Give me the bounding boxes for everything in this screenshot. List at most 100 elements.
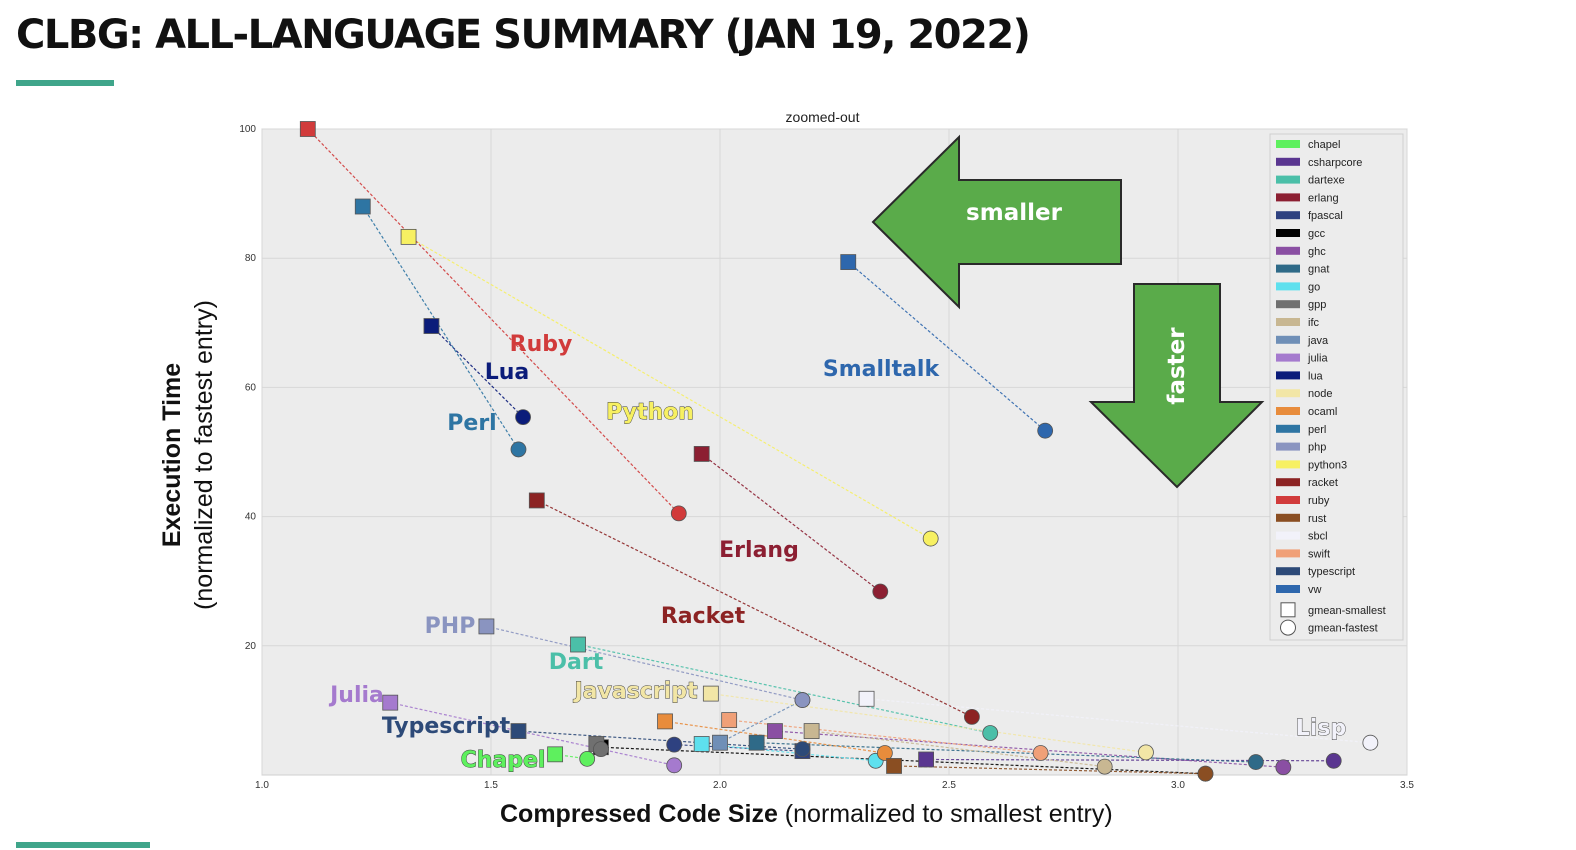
smallest-point-go (693, 736, 710, 752)
connector-ruby (307, 128, 680, 514)
legend-label-node: node (1308, 388, 1332, 400)
connector-sbcl (866, 698, 1371, 744)
fastest-point-ruby (670, 505, 687, 522)
x-tick-label: 3.5 (1400, 780, 1414, 791)
smallest-point-julia (382, 694, 399, 711)
legend-swatch-ruby (1276, 496, 1300, 504)
x-tick-label: 1.0 (255, 780, 269, 791)
language-label-typescript: Typescript (382, 714, 511, 739)
y-tick-label: 20 (245, 641, 257, 652)
legend-label-rust: rust (1308, 513, 1326, 525)
legend-label-lua: lua (1308, 370, 1324, 382)
legend-label-ifc: ifc (1308, 317, 1320, 329)
fastest-point-erlang (872, 583, 889, 600)
legend-swatch-java (1276, 335, 1300, 344)
language-label-dartexe: Dart (549, 650, 604, 675)
legend-swatch-node (1276, 389, 1300, 398)
legend-swatch-gnat (1276, 264, 1300, 273)
fastest-point-node (1138, 744, 1154, 761)
legend-marker-square (1280, 602, 1296, 618)
legend-label-go: go (1308, 281, 1320, 293)
slide-title: CLBG: ALL-LANGUAGE SUMMARY (JAN 19, 2022… (16, 12, 1031, 58)
legend-swatch-ghc (1276, 246, 1300, 255)
legend-swatch-dartexe (1276, 175, 1300, 184)
legend-label-gnat: gnat (1308, 264, 1329, 276)
fastest-point-sbcl (1362, 734, 1379, 751)
fastest-point-csharpcore (1325, 752, 1342, 769)
connector-gnat (756, 742, 1256, 763)
legend-swatch-sbcl (1276, 531, 1300, 540)
legend-swatch-lua (1276, 371, 1300, 380)
y-tick-label: 40 (245, 512, 257, 523)
smallest-point-erlang (693, 446, 710, 462)
smallest-point-rust (886, 758, 902, 774)
language-label-lua: Lua (485, 360, 530, 385)
smallest-point-perl (354, 198, 371, 215)
legend-swatch-erlang (1276, 193, 1300, 202)
language-label-ruby: Ruby (510, 332, 573, 357)
y-tick-label: 60 (245, 382, 257, 393)
fastest-point-perl (510, 441, 527, 458)
legend-swatch-julia (1276, 353, 1300, 362)
faster-arrow (1088, 283, 1265, 489)
smallest-point-php (478, 618, 495, 635)
fastest-point-racket (964, 708, 980, 725)
fastest-point-julia (666, 757, 683, 774)
connector-java (719, 699, 803, 744)
language-label-julia: Julia (328, 683, 384, 708)
smallest-point-ghc (767, 723, 783, 739)
connector-go (701, 743, 876, 762)
smallest-point-swift (721, 712, 738, 728)
legend-swatch-typescript (1276, 567, 1300, 576)
legend-marker-circle (1280, 619, 1296, 636)
x-axis-title-rest: (normalized to smallest entry) (777, 800, 1113, 828)
language-label-node: Javascript (572, 679, 697, 704)
language-label-vw: Smalltalk (823, 357, 941, 382)
smaller-arrow (871, 134, 1122, 310)
smallest-point-vw (840, 254, 857, 270)
connector-lua (431, 325, 524, 418)
fastest-point-fpascal (666, 736, 683, 753)
y-tick-label: 100 (239, 124, 256, 135)
legend-label-swift: swift (1308, 548, 1330, 560)
smallest-point-chapel (547, 746, 564, 763)
fastest-point-php (794, 692, 811, 708)
language-label-sbcl: Lisp (1296, 716, 1346, 741)
smallest-point-java (712, 734, 728, 751)
legend-swatch-vw (1276, 585, 1300, 593)
legend-label-perl: perl (1308, 424, 1326, 436)
legend-label-gmean-fastest: gmean-fastest (1308, 623, 1378, 635)
legend-label-racket: racket (1308, 477, 1338, 489)
connector-perl (362, 206, 519, 450)
language-label-chapel: Chapel (461, 748, 546, 773)
fastest-point-dartexe (982, 725, 999, 741)
x-tick-label: 2.5 (942, 780, 956, 791)
connector-ifc (811, 730, 1105, 768)
legend-label-ruby: ruby (1308, 495, 1330, 507)
y-axis-title-rest: (normalized to fastest entry) (190, 300, 218, 610)
legend-label-ghc: ghc (1308, 246, 1326, 258)
legend-swatch-swift (1276, 549, 1300, 558)
legend-label-gcc: gcc (1308, 228, 1326, 240)
smallest-point-lua (423, 318, 440, 334)
connector-csharpcore (926, 758, 1334, 762)
legend-label-dartexe: dartexe (1308, 175, 1345, 187)
legend-swatch-ifc (1276, 318, 1300, 326)
plot-area (261, 128, 1408, 776)
legend-label-julia: julia (1307, 353, 1328, 365)
connector-rust (894, 765, 1206, 775)
smallest-point-ifc (803, 723, 820, 739)
legend-label-erlang: erlang (1308, 192, 1339, 204)
legend-label-typescript: typescript (1308, 566, 1355, 578)
fastest-point-swift (1032, 745, 1049, 761)
legend-label-php: php (1308, 442, 1326, 454)
smallest-point-gnat (748, 734, 765, 751)
legend-swatch-perl (1276, 424, 1300, 433)
connector-julia (390, 702, 675, 766)
fastest-point-rust (1197, 765, 1214, 782)
smaller-arrow-label: smaller (966, 200, 1063, 226)
smallest-point-python3 (400, 228, 417, 245)
connector-vw (847, 261, 1046, 432)
x-tick-label: 2.0 (713, 780, 727, 791)
